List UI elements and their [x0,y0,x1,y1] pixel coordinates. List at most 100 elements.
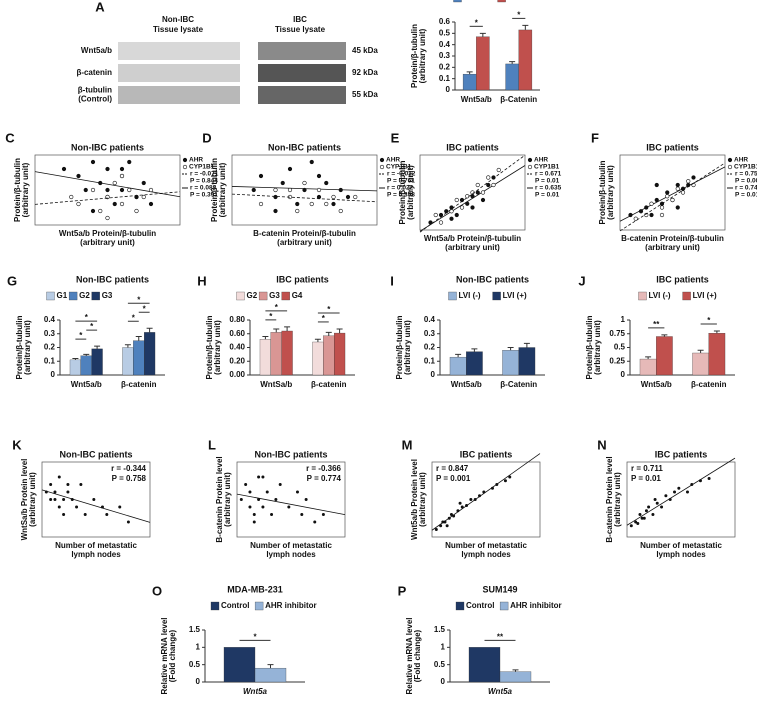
legend-marker [727,157,733,163]
point [454,197,459,203]
panel-letter: K [12,437,22,452]
chart-title: IBC patients [655,449,708,459]
legend-swatch [281,291,290,301]
legend-swatch [236,291,245,301]
y-axis-label: B-catenin Protein level [215,456,224,542]
legend-swatch [448,291,457,301]
point [686,179,691,184]
trend-line [619,166,726,222]
point [83,187,88,193]
legend-marker [527,157,533,163]
point [449,205,454,210]
point [486,182,491,188]
point [324,201,329,207]
significance: * [707,316,711,325]
point [49,482,53,486]
panel-letter: D [202,130,211,145]
point [449,512,453,516]
stat-label: P = 0.005 [735,178,757,185]
stat-label: P = 0.391 [190,192,218,199]
point [257,475,261,479]
stat-label: r = 0.749 [735,185,757,192]
point [119,173,125,179]
point [148,201,154,207]
x-axis-label: Number of metastatic [250,541,332,550]
plot-frame [34,154,181,226]
bar [133,340,145,376]
x-axis-label: Wnt5a/b Protein/β-tubulin [424,234,521,243]
stat-label: r = -0.366 [306,464,341,473]
x-axis-label: lymph nodes [71,550,121,559]
bar [144,332,156,376]
legend-label: G3 [269,291,280,300]
trend-line [231,186,378,192]
bar [334,332,346,376]
stat-label: P = 0.001 [436,474,471,483]
x-tick-label: β-Catenin [500,95,537,104]
y-axis-label: (arbitrary unit) [613,472,622,527]
panel-letter: G [7,273,17,288]
y-axis-label: Relative mRNA level [160,617,169,694]
y-axis-label: WntSa/b Protein level [20,459,29,541]
point [313,520,317,524]
error-bar [661,334,668,337]
point [664,494,668,498]
point [496,167,501,173]
point [675,182,680,188]
x-tick-label: Wnt5a/b [451,380,482,389]
y-tick-label: 0.75 [609,329,625,338]
point [469,497,473,501]
x-tick-label: Wnt5a [488,687,513,696]
chart-title: SUM149 [482,584,517,594]
panel-letter: C [5,130,15,145]
chart-title: IBC patients [446,142,499,152]
y-tick-label: 0 [431,370,436,379]
point [273,208,278,214]
legend-marker [182,157,188,163]
panel-letter: A [95,0,105,14]
error-bar [512,669,519,672]
significance: * [322,314,326,323]
legend-label: LVI (-) [459,291,481,300]
point [295,201,300,207]
y-axis-label: Protein/β-tubulin [585,315,594,379]
y-tick-label: 0.5 [614,343,626,352]
legend-label: G2 [247,291,258,300]
y-tick-label: 0.3 [424,329,436,338]
point [105,187,110,193]
legend-marker [379,164,385,170]
x-axis-label: lymph nodes [266,550,316,559]
point [304,497,308,501]
blot-band [258,64,346,82]
significance: * [132,313,136,322]
point [649,201,654,206]
point [62,497,66,501]
trend-line [626,457,736,526]
point [649,212,654,218]
point [491,175,496,180]
x-axis-label: (arbitrary unit) [445,243,500,252]
legend-swatch [453,0,462,3]
point [141,180,146,186]
x-tick-label: WntSa/b [260,380,292,389]
point [273,187,278,193]
size-label: 55 kDa [352,90,378,99]
point [300,512,304,516]
plot-frame [236,461,346,538]
point [321,512,325,516]
point [126,520,130,524]
significance: * [327,305,331,314]
legend-swatch [492,291,501,301]
legend-swatch [68,291,78,301]
error-bar [336,328,343,334]
plot-frame [626,461,736,538]
stat-label: P = 0.358 [387,192,415,199]
point [445,524,449,528]
point [629,524,633,528]
legend-label: G2 [79,291,90,300]
y-tick-label: 0.3 [44,329,56,338]
legend-label: CYP1B1 [189,164,215,171]
legend-label: CYP1B1 [734,164,757,171]
point [680,190,686,195]
legend-label: CYP1B1 [534,164,560,171]
